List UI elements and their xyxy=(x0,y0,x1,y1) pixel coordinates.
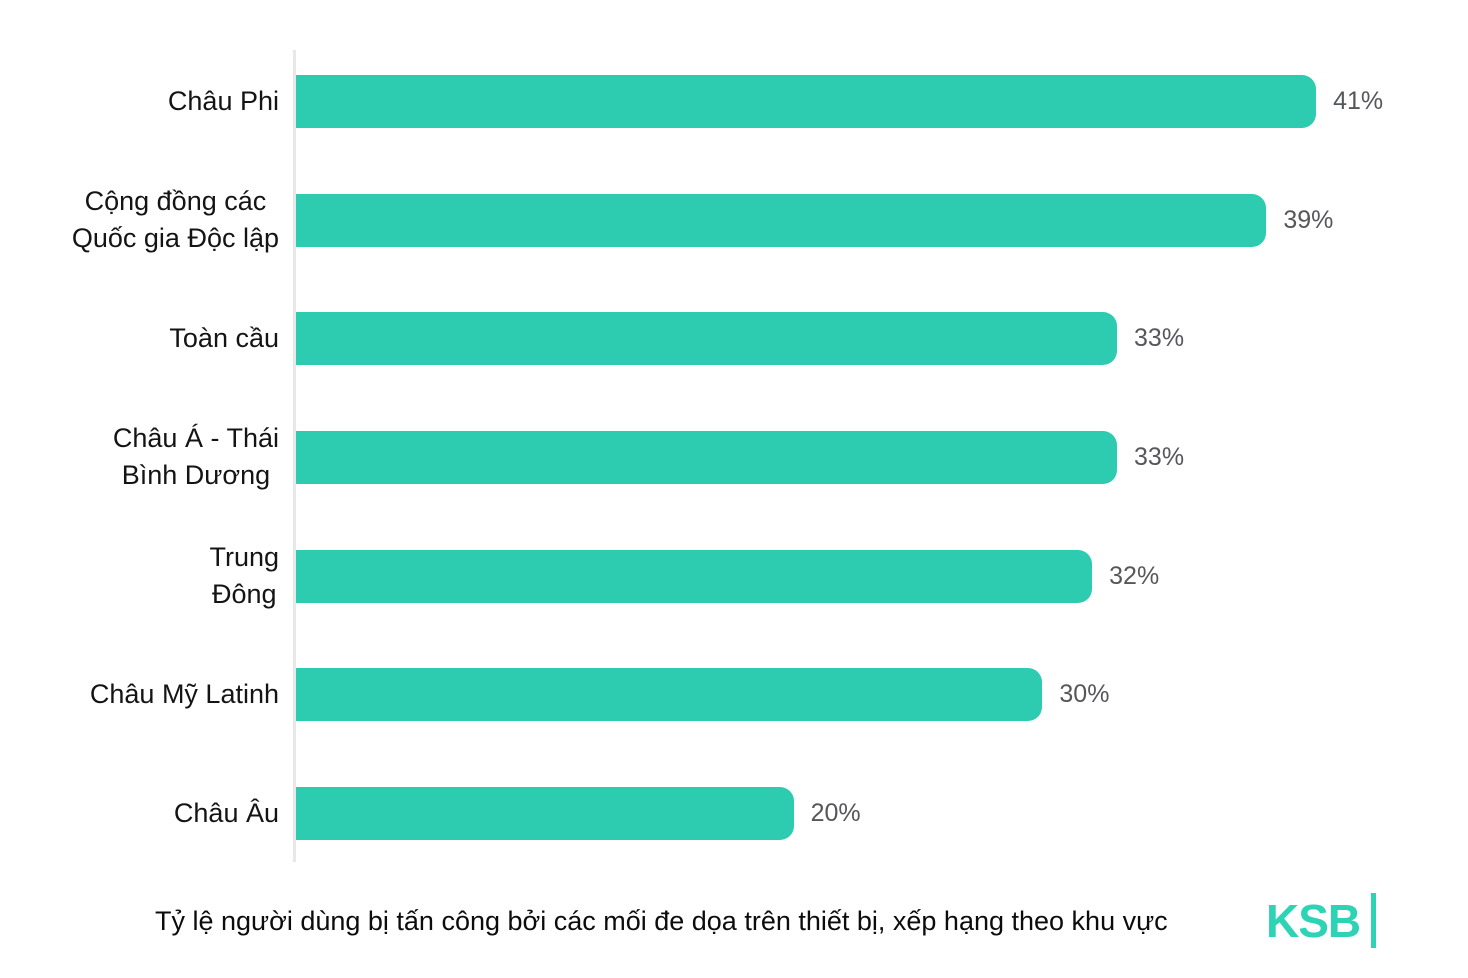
bar-area: 32% xyxy=(293,549,1468,603)
chart-row: Châu Âu 20% xyxy=(0,754,1468,873)
ksb-logo-bar-icon xyxy=(1371,893,1377,948)
bar xyxy=(296,74,1317,128)
category-label-column: Châu Âu xyxy=(0,795,293,832)
category-label: Cộng đồng các Quốc gia Độc lập xyxy=(71,186,279,254)
chart-caption: Tỷ lệ người dùng bị tấn công bởi các mối… xyxy=(155,906,1168,936)
category-label-column: Trung Đông xyxy=(0,539,293,613)
y-axis-line xyxy=(293,50,296,862)
chart-row: Châu Á - Thái Bình Dương 33% xyxy=(0,398,1468,517)
value-label: 33% xyxy=(1134,324,1185,353)
category-label: Toàn cầu xyxy=(169,323,279,354)
chart-row: Toàn cầu 33% xyxy=(0,279,1468,398)
value-label: 33% xyxy=(1134,442,1185,471)
category-label: Trung Đông xyxy=(209,542,279,610)
bar-area: 41% xyxy=(293,74,1468,128)
category-label-column: Châu Mỹ Latinh xyxy=(0,676,293,713)
bar xyxy=(296,430,1118,484)
bar-area: 33% xyxy=(293,430,1468,484)
ksb-logo-text: KSB xyxy=(1266,894,1361,947)
bar-area: 33% xyxy=(293,312,1468,366)
value-label: 41% xyxy=(1333,86,1384,115)
category-label: Châu Á - Thái Bình Dương xyxy=(112,423,279,491)
bar xyxy=(296,549,1093,603)
category-label-column: Cộng đồng các Quốc gia Độc lập xyxy=(0,183,293,257)
chart-row: Châu Mỹ Latinh 30% xyxy=(0,635,1468,754)
category-label: Châu Phi xyxy=(167,85,279,116)
chart-row: Cộng đồng các Quốc gia Độc lập 39% xyxy=(0,161,1468,280)
category-label-column: Toàn cầu xyxy=(0,320,293,357)
value-label: 32% xyxy=(1109,561,1160,590)
bar xyxy=(296,193,1267,247)
bar-area: 30% xyxy=(293,668,1468,722)
chart-rows: Châu Phi 41% Cộng đồng các Quốc gia Độc … xyxy=(0,42,1468,873)
bar-area: 39% xyxy=(293,193,1468,247)
chart-row: Châu Phi 41% xyxy=(0,42,1468,161)
ksb-logo: KSB xyxy=(1266,892,1377,949)
value-label: 30% xyxy=(1059,680,1110,709)
value-label: 39% xyxy=(1283,205,1334,234)
category-label-column: Châu Á - Thái Bình Dương xyxy=(0,420,293,494)
bar xyxy=(296,668,1043,722)
category-label-column: Châu Phi xyxy=(0,83,293,120)
category-label: Châu Mỹ Latinh xyxy=(89,679,279,710)
bar-area: 20% xyxy=(293,786,1468,840)
category-label: Châu Âu xyxy=(173,797,279,828)
bar xyxy=(296,786,794,840)
value-label: 20% xyxy=(810,798,861,827)
chart-row: Trung Đông 32% xyxy=(0,517,1468,636)
bar xyxy=(296,312,1118,366)
